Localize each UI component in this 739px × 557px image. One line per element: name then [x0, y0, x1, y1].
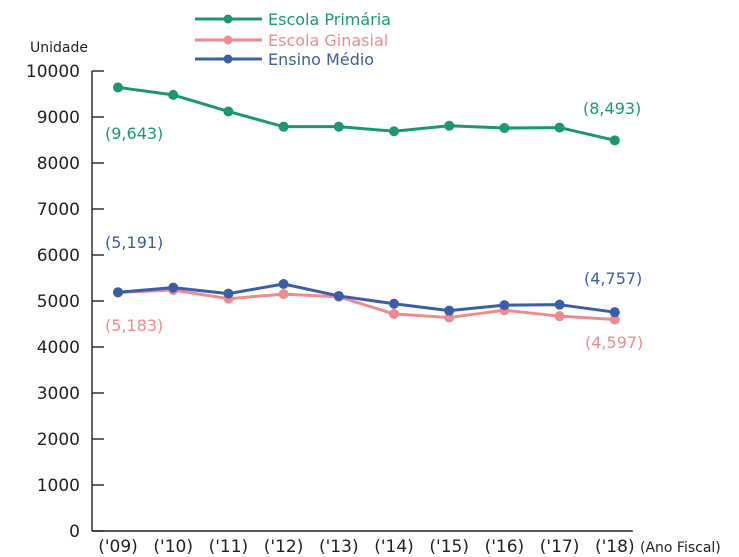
y-axis: 0 1000 2000 3000 4000 5000 6000 7000 8000 9000 100… — [26, 62, 104, 542]
y-tick-label: 6000 — [37, 246, 80, 266]
data-point — [609, 135, 620, 146]
x-tick-label: ('12) — [264, 537, 304, 557]
data-point — [223, 106, 234, 117]
end-value-label: (4,757) — [584, 269, 642, 288]
data-point — [278, 289, 289, 300]
x-tick-label: ('16) — [485, 537, 525, 557]
legend-swatch-marker — [223, 35, 233, 45]
y-tick-label: 3000 — [37, 384, 80, 404]
data-point — [389, 298, 399, 309]
y-tick-label: 5000 — [37, 292, 80, 312]
data-point — [444, 305, 455, 316]
x-axis: ('09) ('10) ('11) ('12) ('13) ('14) ('15) ('16)… — [92, 530, 635, 557]
data-point — [444, 312, 455, 323]
y-tick-label: 10000 — [26, 62, 80, 82]
data-point — [554, 311, 565, 322]
x-axis-unit-label: (Ano Fiscal) — [640, 540, 721, 556]
x-tick-label: ('13) — [319, 537, 359, 557]
data-point — [444, 120, 455, 131]
data-point — [389, 308, 399, 319]
data-point — [113, 287, 123, 298]
end-value-label: (4,597) — [585, 333, 643, 352]
data-point — [499, 300, 510, 311]
data-point — [389, 126, 399, 137]
x-tick-label: ('10) — [153, 537, 193, 557]
start-value-label: (5,183) — [105, 316, 163, 335]
y-tick-label: 4000 — [37, 338, 80, 358]
data-point — [168, 282, 179, 293]
legend-label: Ensino Médio — [268, 50, 374, 69]
data-point — [113, 82, 123, 93]
legend-label: Escola Ginasial — [268, 31, 388, 50]
x-tick-label: ('15) — [429, 537, 469, 557]
data-point — [333, 121, 344, 132]
y-tick-label: 8000 — [37, 154, 80, 174]
series-2 — [113, 278, 620, 318]
data-point — [499, 123, 510, 134]
y-axis-unit-label: Unidade — [30, 40, 88, 56]
x-tick-label: ('18) — [595, 537, 635, 557]
series-line — [117, 85, 616, 142]
start-value-label: (9,643) — [105, 124, 163, 143]
end-value-label: (8,493) — [583, 99, 641, 118]
x-tick-label: ('14) — [374, 537, 414, 557]
x-tick-label: ('09) — [98, 537, 138, 557]
y-tick-label: 0 — [69, 522, 80, 542]
legend-label: Escola Primária — [268, 10, 391, 29]
data-point — [554, 299, 565, 310]
series-layer — [113, 82, 620, 325]
data-point — [609, 314, 620, 325]
x-tick-label: ('17) — [540, 537, 580, 557]
series-0 — [113, 82, 620, 146]
annotations: (9,643) (8,493) (5,183) (4,597) (5,191) (4,75… — [105, 99, 643, 352]
series-line — [117, 288, 615, 322]
start-value-label: (5,191) — [105, 233, 163, 252]
data-point — [609, 307, 620, 318]
data-point — [333, 290, 344, 301]
data-point — [278, 278, 289, 289]
y-tick-label: 2000 — [37, 430, 80, 450]
data-point — [223, 288, 234, 299]
data-point — [278, 121, 289, 132]
legend-swatch-marker — [223, 54, 233, 64]
data-point — [168, 89, 179, 100]
x-tick-label: ('11) — [209, 537, 249, 557]
series-line — [117, 282, 616, 314]
legend-swatch-marker — [223, 14, 233, 24]
y-tick-label: 1000 — [37, 476, 80, 496]
y-tick-label: 7000 — [37, 200, 80, 220]
data-point — [554, 122, 565, 133]
y-tick-label: 9000 — [37, 108, 80, 128]
